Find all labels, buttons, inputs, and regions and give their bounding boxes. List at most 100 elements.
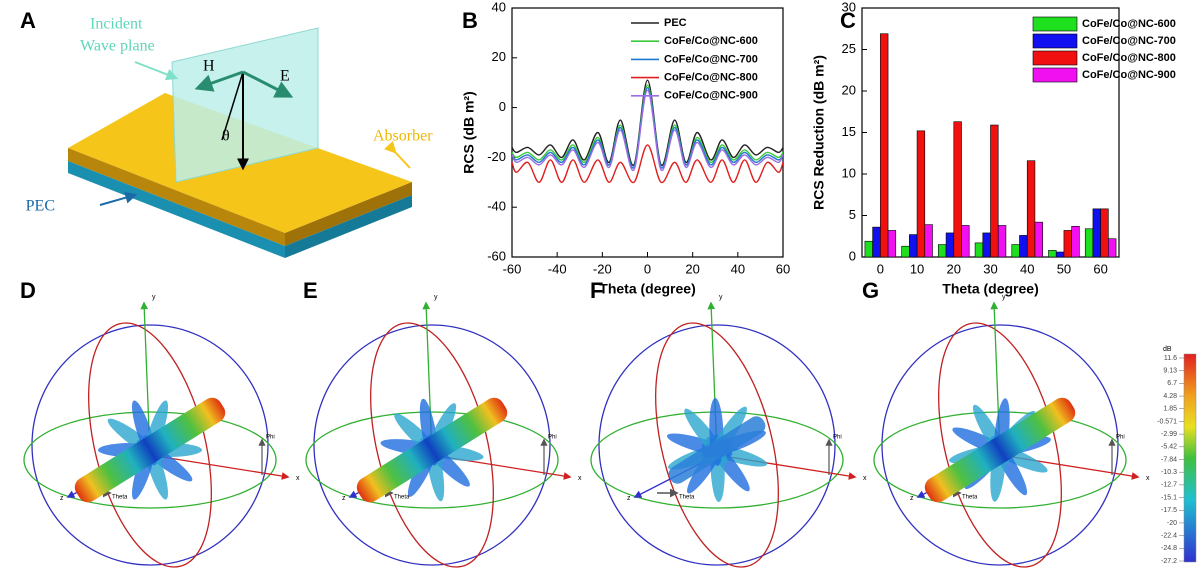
colorbar-label: -10.3 (1161, 469, 1177, 476)
panel-label: F (590, 278, 603, 303)
sphere-ring (23, 411, 277, 509)
pec-layer (285, 195, 412, 258)
axis-label: y (1002, 294, 1006, 301)
y-tick-label: 0 (849, 248, 856, 263)
bar (1011, 244, 1020, 258)
line (512, 79, 783, 166)
legend-label: CoFe/Co@NC-800 (1082, 52, 1176, 64)
bar (997, 225, 1007, 258)
main-lobe (356, 397, 508, 503)
axis-label: y (434, 294, 438, 301)
legend-label: PEC (664, 17, 687, 29)
y-tick-label: 30 (842, 0, 856, 14)
axis-label: x (578, 475, 582, 482)
bar (909, 234, 918, 258)
y-tick-label: 10 (842, 165, 856, 180)
pointer (99, 191, 138, 206)
sphere-ring (881, 324, 1119, 566)
x-tick-label: -60 (503, 261, 522, 276)
axis-label: Phi (266, 435, 275, 441)
label: H (203, 58, 215, 75)
colorbar-label: -22.4 (1161, 532, 1177, 539)
radiation-pattern: y x z Theta Phi (305, 294, 582, 568)
axis-label: Theta (394, 495, 410, 501)
axis-label: Theta (679, 495, 695, 501)
bar (1071, 225, 1080, 258)
x-tick-label: 20 (947, 261, 961, 276)
legend-label: CoFe/Co@NC-800 (664, 72, 758, 84)
bar (945, 232, 955, 258)
legend-label: CoFe/Co@NC-600 (664, 35, 758, 47)
x-tick-label: 0 (877, 261, 884, 276)
bar (880, 33, 889, 258)
bar (1084, 228, 1094, 258)
legend-label: CoFe/Co@NC-900 (664, 90, 758, 102)
colorbar (1183, 353, 1197, 563)
legend-swatch (1032, 67, 1078, 83)
axis-label: x (863, 475, 867, 482)
label: PEC (26, 198, 55, 215)
axis-label: Theta (962, 495, 978, 501)
bar (1034, 221, 1043, 258)
panel-label: E (303, 278, 318, 303)
colorbar-label: -20 (1167, 520, 1177, 527)
sphere-ring (305, 411, 559, 509)
axis-label: Phi (1116, 435, 1125, 441)
x-tick-label: 40 (1020, 261, 1034, 276)
axis-label: z (910, 495, 914, 502)
bar (982, 232, 991, 258)
h-vector (194, 70, 244, 92)
colorbar-label: -12.7 (1161, 482, 1177, 489)
x-tick-label: -20 (593, 261, 612, 276)
x-tick-label: 50 (1057, 261, 1071, 276)
y-tick-label: -40 (487, 199, 506, 214)
x-tick-label: 10 (910, 261, 924, 276)
y-axis-label: RCS (dB m²) (461, 91, 477, 173)
x-tick-label: 60 (776, 261, 790, 276)
absorber-diagram: Incident Wave plane H E θ Absorber PEC (26, 16, 433, 258)
legend-label: CoFe/Co@NC-700 (664, 53, 758, 65)
normal-line (221, 71, 244, 141)
y-tick-label: 20 (492, 49, 506, 64)
bar (1055, 251, 1065, 258)
sphere-ring (31, 324, 269, 566)
bar (961, 225, 970, 258)
y-tick-label: -60 (487, 248, 506, 263)
legend-label: CoFe/Co@NC-600 (1082, 18, 1176, 30)
bar (974, 242, 984, 258)
panel-label: C (840, 8, 856, 33)
main-lobe (668, 416, 766, 484)
legend-swatch (1032, 16, 1078, 32)
wave-plane (171, 27, 319, 183)
bar (953, 121, 962, 258)
line (512, 84, 783, 169)
radiation-pattern: y x z Theta Phi (23, 294, 300, 568)
colorbar-label: 4.28 (1163, 393, 1177, 400)
axis-label: z (342, 495, 346, 502)
line (512, 86, 783, 169)
y-tick-label: 0 (499, 99, 506, 114)
pointer (384, 140, 411, 169)
y-tick-label: 25 (842, 41, 856, 56)
bar (1019, 235, 1028, 258)
axis-label: Phi (548, 435, 557, 441)
bar (1100, 208, 1109, 258)
bar (990, 124, 999, 258)
x-tick-label: 60 (1093, 261, 1107, 276)
line (512, 144, 783, 184)
bar (1108, 238, 1117, 258)
y-tick-label: 15 (842, 124, 856, 139)
x-axis-label: Theta (degree) (942, 281, 1038, 297)
sphere-ring (655, 322, 779, 568)
axis-label: z (627, 495, 631, 502)
bar (887, 230, 897, 258)
sphere-ring (313, 324, 551, 566)
y-tick-label: 20 (842, 82, 856, 97)
y-axis-label: RCS Reduction (dB m²) (811, 55, 827, 210)
main-lobe (74, 397, 226, 503)
colorbar-label: 9.13 (1163, 368, 1177, 375)
label: Incident (90, 16, 143, 33)
axis-label: Phi (833, 435, 842, 441)
